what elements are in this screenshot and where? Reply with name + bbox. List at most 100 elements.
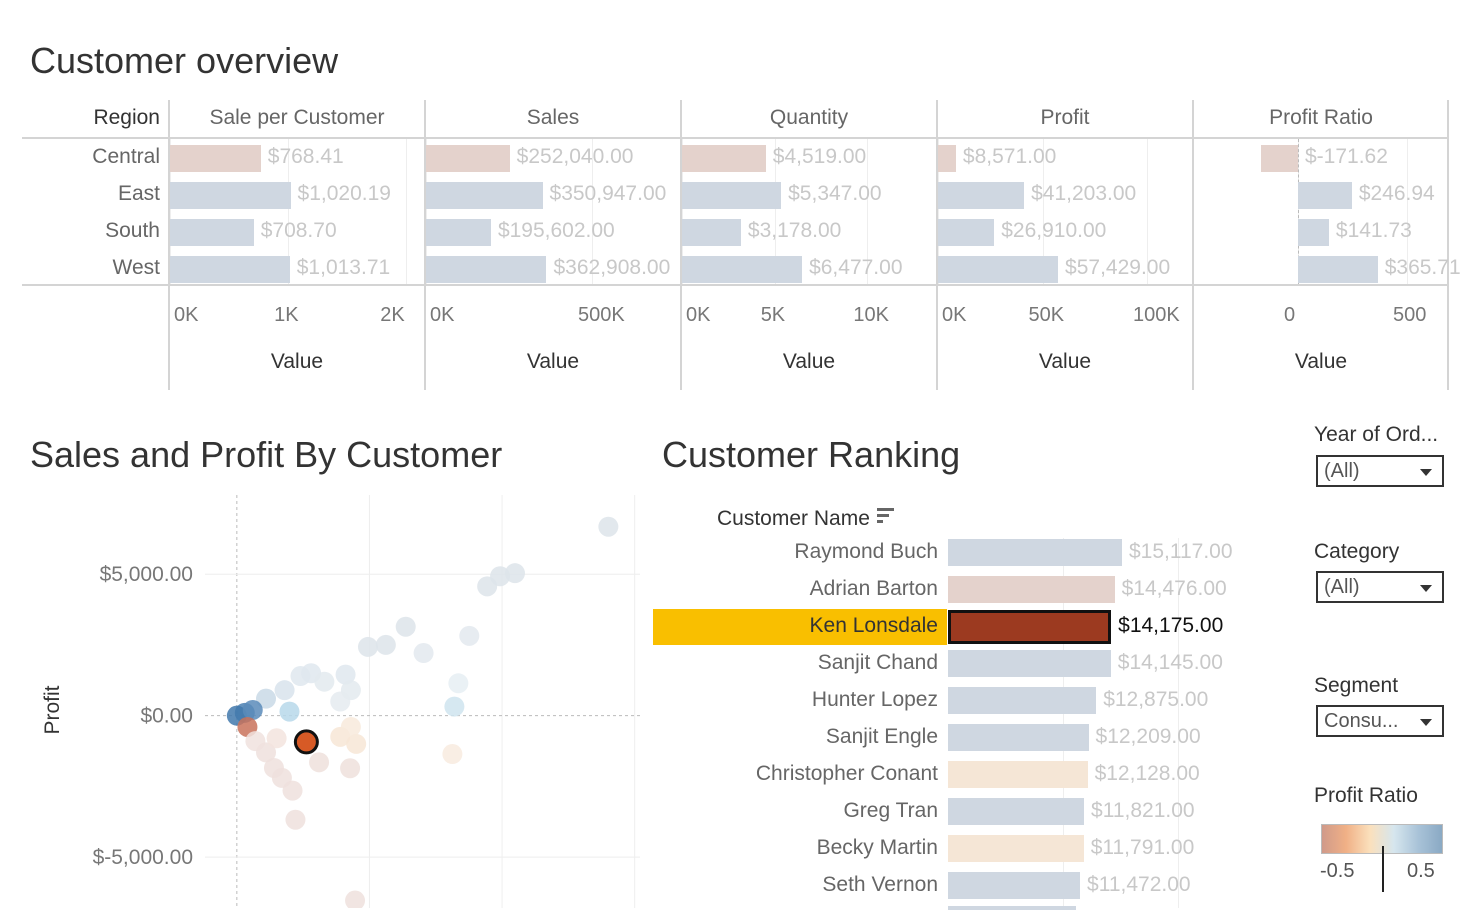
scatter-point[interactable] bbox=[395, 616, 416, 637]
bar-west[interactable] bbox=[1297, 256, 1378, 283]
dropdown-arrow-icon[interactable] bbox=[1420, 719, 1432, 726]
scatter-point[interactable] bbox=[282, 780, 303, 801]
scatter-point[interactable] bbox=[357, 636, 378, 657]
bar-south[interactable] bbox=[426, 219, 491, 246]
bar-central[interactable] bbox=[426, 145, 510, 172]
ranking-bar[interactable] bbox=[948, 650, 1111, 677]
gridline bbox=[1407, 139, 1408, 284]
ranking-bar[interactable] bbox=[948, 761, 1088, 788]
scatter-point[interactable] bbox=[279, 701, 300, 722]
gridline bbox=[1042, 139, 1044, 284]
customer-name[interactable]: Greg Tran bbox=[843, 799, 938, 822]
bar-south[interactable] bbox=[1297, 219, 1329, 246]
bar-east[interactable] bbox=[170, 182, 291, 209]
scatter-point[interactable] bbox=[375, 634, 396, 655]
bar-central[interactable] bbox=[170, 145, 261, 172]
ranking-bar[interactable] bbox=[948, 687, 1097, 714]
scatter-point[interactable] bbox=[442, 744, 463, 765]
ranking-bar[interactable] bbox=[948, 610, 1112, 644]
ranking-bar[interactable] bbox=[948, 872, 1081, 899]
panel-header: Sale per Customer bbox=[209, 106, 385, 129]
filter-title: Year of Ord... bbox=[1314, 423, 1439, 446]
bar-east[interactable] bbox=[426, 182, 543, 209]
bar-east[interactable] bbox=[682, 182, 782, 209]
legend-min-label: -0.5 bbox=[1320, 860, 1355, 882]
scatter-point[interactable] bbox=[340, 758, 361, 779]
scatter-point[interactable] bbox=[274, 680, 295, 701]
ranking-bar[interactable] bbox=[948, 539, 1122, 566]
bar-west[interactable] bbox=[682, 256, 803, 283]
scatter-point[interactable] bbox=[335, 664, 356, 685]
filter-dropdown[interactable]: (All) bbox=[1316, 455, 1444, 487]
bar-east[interactable] bbox=[938, 182, 1025, 209]
bar-south[interactable] bbox=[682, 219, 741, 246]
bar-west[interactable] bbox=[170, 256, 290, 283]
bar-central[interactable] bbox=[682, 145, 766, 172]
value-label: $365.71 bbox=[1384, 256, 1461, 279]
ranking-bar[interactable] bbox=[948, 798, 1085, 825]
sort-descending-icon[interactable] bbox=[876, 506, 896, 526]
scatter-point[interactable] bbox=[504, 563, 525, 584]
scatter-point[interactable] bbox=[285, 809, 306, 830]
scatter-point[interactable] bbox=[448, 673, 469, 694]
scatter-point[interactable] bbox=[598, 516, 619, 537]
bar-south[interactable] bbox=[938, 219, 995, 246]
ranking-bar[interactable] bbox=[948, 724, 1089, 751]
ranking-bar[interactable] bbox=[948, 835, 1084, 862]
bar-west[interactable] bbox=[938, 256, 1059, 283]
gridline bbox=[406, 139, 408, 284]
scatter-point[interactable] bbox=[413, 643, 434, 664]
selected-scatter-point[interactable] bbox=[293, 729, 319, 755]
scatter-point[interactable] bbox=[330, 691, 351, 712]
customer-name-header[interactable]: Customer Name bbox=[717, 506, 896, 531]
customer-name[interactable]: Raymond Buch bbox=[794, 540, 938, 563]
value-label: $41,203.00 bbox=[1031, 182, 1137, 205]
dropdown-arrow-icon[interactable] bbox=[1420, 585, 1432, 592]
customer-name[interactable]: Sanjit Chand bbox=[817, 651, 938, 674]
scatter-point[interactable] bbox=[242, 699, 263, 720]
ranking-bar[interactable] bbox=[948, 576, 1115, 603]
customer-name[interactable]: Ken Lonsdale bbox=[809, 614, 938, 637]
bar-south[interactable] bbox=[170, 219, 254, 246]
scatter-point[interactable] bbox=[309, 752, 330, 773]
customer-name[interactable]: Hunter Lopez bbox=[811, 688, 938, 711]
scatter-point[interactable] bbox=[346, 733, 367, 754]
bar-east[interactable] bbox=[1297, 182, 1352, 209]
value-label: $141.73 bbox=[1335, 219, 1412, 242]
scatter-point[interactable] bbox=[340, 716, 361, 737]
region-label: South bbox=[105, 219, 160, 242]
scatter-point[interactable] bbox=[459, 625, 480, 646]
filter-dropdown[interactable]: Consu... bbox=[1316, 705, 1444, 737]
ranking-value-label: $14,476.00 bbox=[1121, 577, 1227, 600]
customer-name[interactable]: Seth Vernon bbox=[822, 873, 938, 896]
bar-central[interactable] bbox=[938, 145, 956, 172]
bar-west[interactable] bbox=[426, 256, 547, 283]
customer-name[interactable]: Becky Martin bbox=[816, 836, 938, 859]
scatter-point[interactable] bbox=[444, 696, 465, 717]
ranking-value-label: $12,128.00 bbox=[1094, 762, 1200, 785]
customer-name[interactable]: Adrian Barton bbox=[809, 577, 938, 600]
value-label: $3,178.00 bbox=[747, 219, 842, 242]
ranking-value-label: $11,821.00 bbox=[1091, 799, 1195, 822]
axis-title: Value bbox=[1294, 350, 1348, 373]
bar-central[interactable] bbox=[1260, 145, 1298, 172]
y-tick-label: $-5,000.00 bbox=[93, 846, 193, 869]
scatter-point[interactable] bbox=[266, 728, 287, 749]
scatter-point[interactable] bbox=[245, 731, 266, 752]
scatter-plot[interactable]: $5,000.00 $0.00 $-5,000.00 bbox=[0, 495, 640, 908]
value-label: $768.41 bbox=[267, 145, 344, 168]
filter-title: Category bbox=[1314, 540, 1400, 563]
customer-name[interactable]: Christopher Conant bbox=[755, 762, 938, 785]
scatter-point[interactable] bbox=[314, 671, 335, 692]
dropdown-arrow-icon[interactable] bbox=[1420, 469, 1432, 476]
customer-name[interactable]: Sanjit Engle bbox=[825, 725, 938, 748]
panel-header: Profit bbox=[1040, 106, 1090, 129]
filter-dropdown[interactable]: (All) bbox=[1316, 571, 1444, 603]
scatter-point[interactable] bbox=[345, 890, 366, 908]
value-label: $6,477.00 bbox=[809, 256, 903, 279]
scatter-point[interactable] bbox=[256, 688, 277, 709]
scatter-point[interactable] bbox=[490, 566, 511, 587]
legend-zero-marker bbox=[1382, 846, 1384, 892]
ranking-bar-partial[interactable] bbox=[948, 906, 1076, 910]
value-label: $4,519.00 bbox=[772, 145, 867, 168]
